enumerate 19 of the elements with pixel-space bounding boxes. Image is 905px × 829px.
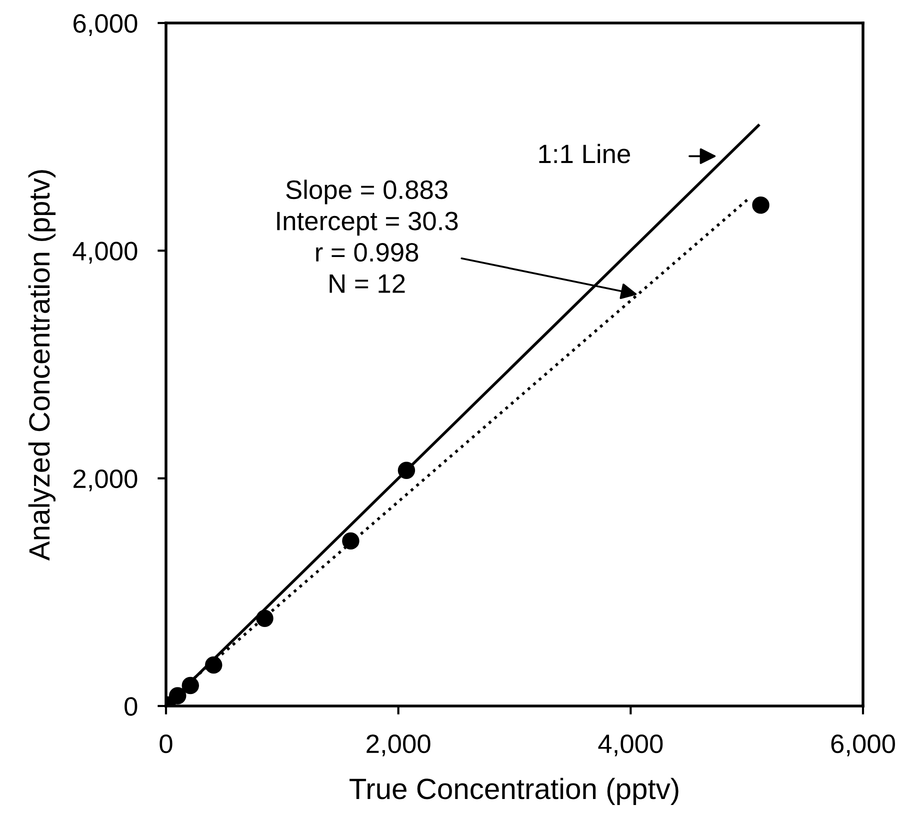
x-tick-label: 6,000: [831, 734, 895, 756]
point: [169, 687, 186, 704]
point: [182, 676, 200, 694]
x-tick-label: 4,000: [598, 734, 663, 756]
y-tick-label: 4,000: [72, 242, 138, 264]
annotation: Slope = 0.883 Intercept = 30.3 r = 0.998 N = 12: [277, 180, 458, 293]
y-tick-label: 0: [124, 697, 138, 716]
point: [205, 656, 222, 674]
y-tick-label: 2,000: [74, 469, 138, 492]
point: [752, 196, 770, 214]
point: [256, 610, 274, 627]
x-axis-title: True Concentration (pptv): [350, 778, 678, 806]
y-axis-title: Analyzed Concentration (pptv): [28, 170, 56, 561]
x-tick-label: 0: [160, 734, 172, 754]
y-tick-label: 6,000: [74, 14, 138, 36]
point: [398, 462, 416, 479]
annotation: 1:1 Line: [539, 144, 630, 164]
point: [342, 532, 360, 550]
x-tick-label: 2,000: [366, 734, 430, 756]
